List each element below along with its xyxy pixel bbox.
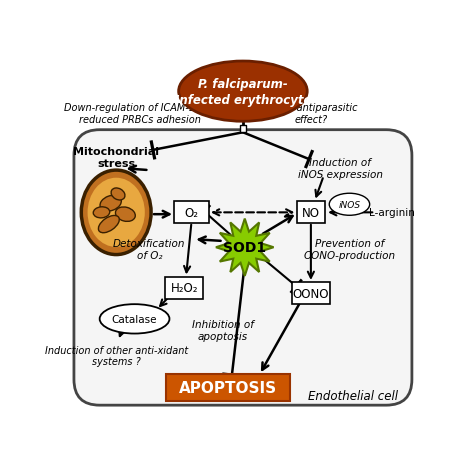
FancyBboxPatch shape	[240, 126, 246, 132]
Text: Induction of
iNOS expression: Induction of iNOS expression	[298, 158, 383, 179]
Ellipse shape	[100, 196, 121, 211]
Text: Mitochondrial
stress: Mitochondrial stress	[73, 147, 159, 169]
Ellipse shape	[100, 305, 169, 334]
Text: APOPTOSIS: APOPTOSIS	[179, 380, 277, 395]
Text: L-arginin: L-arginin	[369, 208, 415, 218]
FancyBboxPatch shape	[74, 130, 412, 406]
Text: H₂O₂: H₂O₂	[170, 281, 198, 295]
Ellipse shape	[329, 194, 370, 216]
Polygon shape	[216, 219, 273, 276]
Text: Prevention of
OONO-production: Prevention of OONO-production	[303, 239, 395, 260]
Text: Direct antiparasitic
effect?: Direct antiparasitic effect?	[264, 103, 358, 125]
Text: NO: NO	[302, 207, 320, 219]
Text: P. falciparum-
Infected erythrocyte: P. falciparum- Infected erythrocyte	[175, 78, 311, 107]
Ellipse shape	[179, 62, 307, 122]
Text: Inhibition of
apoptosis: Inhibition of apoptosis	[192, 319, 254, 341]
Text: Detoxification
of O₂: Detoxification of O₂	[113, 239, 185, 260]
Ellipse shape	[99, 216, 119, 233]
Text: Induction of other anti-xidant
systems ?: Induction of other anti-xidant systems ?	[45, 345, 188, 367]
Text: O₂: O₂	[184, 207, 199, 219]
FancyBboxPatch shape	[174, 202, 209, 224]
Text: Endothelial cell: Endothelial cell	[308, 390, 398, 403]
Text: iNOS: iNOS	[338, 200, 361, 209]
Text: Down-regulation of ICAM-1 and
reduced PRBCs adhesion: Down-regulation of ICAM-1 and reduced PR…	[64, 103, 216, 125]
Text: SOD1: SOD1	[223, 241, 266, 255]
Ellipse shape	[88, 178, 145, 248]
Ellipse shape	[111, 188, 125, 200]
FancyBboxPatch shape	[165, 277, 203, 299]
Ellipse shape	[82, 171, 151, 255]
FancyBboxPatch shape	[292, 283, 330, 305]
FancyBboxPatch shape	[297, 202, 325, 224]
FancyBboxPatch shape	[166, 374, 290, 401]
Ellipse shape	[116, 208, 135, 222]
Text: Catalase: Catalase	[112, 314, 157, 324]
Text: OONO: OONO	[292, 287, 329, 300]
Ellipse shape	[93, 208, 110, 218]
